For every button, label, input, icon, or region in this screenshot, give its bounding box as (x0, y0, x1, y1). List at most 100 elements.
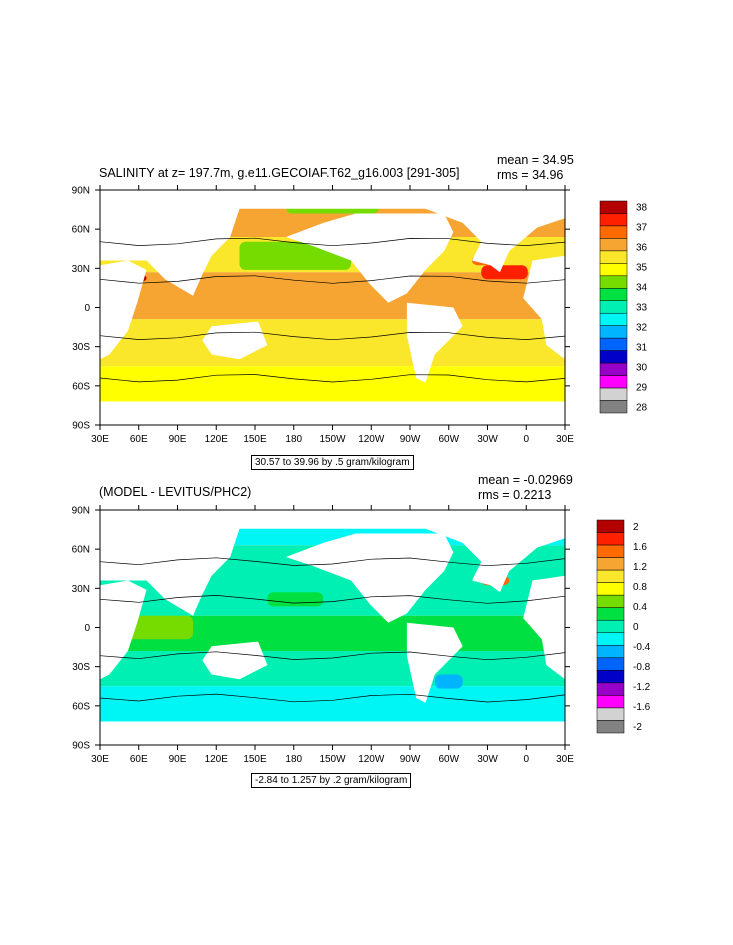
colorbar-swatch (599, 312, 628, 326)
land-mask (100, 510, 565, 616)
land-mask (286, 533, 454, 623)
x-tick-label: 30E (556, 754, 574, 765)
value-patch (434, 674, 463, 689)
colorbar-label: 33 (636, 303, 648, 314)
colorbar-swatch (599, 400, 628, 414)
colorbar-label: -0.4 (633, 642, 651, 653)
difference-title: (MODEL - LEVITUS/PHC2) (99, 485, 252, 499)
colorbar-label: 38 (636, 203, 648, 214)
colorbar-swatch (599, 225, 628, 239)
colorbar-swatch (596, 657, 625, 671)
colorbar-swatch (599, 362, 628, 376)
colorbar-label: 0.8 (633, 582, 647, 593)
x-tick-label: 120E (205, 434, 229, 445)
colorbar-swatch (599, 350, 628, 364)
colorbar-label: 30 (636, 362, 648, 373)
difference-contour-info: -2.84 to 1.257 by .2 gram/kilogram (251, 773, 412, 788)
x-tick-label: 60E (130, 434, 148, 445)
y-tick-label: 0 (84, 623, 90, 634)
colorbar-swatch (596, 682, 625, 696)
colorbar-swatch (596, 619, 625, 634)
contour-line (100, 693, 565, 703)
colorbar-swatch (596, 532, 625, 546)
land-mask (202, 321, 268, 360)
salinity-rms: rms = 34.96 (497, 168, 564, 182)
y-tick-label: 90N (72, 186, 90, 197)
land-mask (406, 302, 463, 383)
value-patch (267, 592, 324, 607)
colorbar-label: 35 (636, 263, 648, 274)
colorbar-label: 34 (636, 283, 648, 294)
salinity-map (100, 190, 565, 425)
y-tick-label: 30S (72, 342, 90, 353)
x-tick-label: 30E (556, 434, 574, 445)
y-tick-label: 30N (72, 264, 90, 275)
x-tick-label: 30W (477, 434, 498, 445)
contour-line (100, 651, 565, 661)
colorbar-swatch (596, 557, 625, 571)
colorbar-swatch (596, 695, 625, 709)
x-tick-label: 60W (438, 434, 459, 445)
y-tick-label: 60N (72, 225, 90, 236)
x-tick-label: 150W (319, 434, 346, 445)
colorbar-swatch (599, 337, 628, 351)
colorbar-label: -2 (633, 722, 642, 733)
land-mask (100, 260, 147, 360)
x-tick-label: 120E (205, 754, 229, 765)
colorbar-swatch (596, 645, 625, 659)
colorbar-swatch (596, 720, 625, 734)
land-mask (406, 622, 463, 703)
colorbar-swatch (596, 607, 625, 621)
land-mask (523, 255, 565, 360)
colorbar-swatch (599, 387, 628, 401)
land-mask (100, 190, 565, 296)
x-tick-label: 30E (91, 434, 109, 445)
x-tick-label: 30W (477, 754, 498, 765)
colorbar-swatch (599, 300, 628, 314)
contour-line (100, 557, 565, 567)
land-mask (523, 575, 565, 680)
colorbar-label: 0.4 (633, 602, 647, 613)
y-tick-label: 0 (84, 303, 90, 314)
colorbar-label: 2 (633, 522, 639, 533)
salinity-panel: SALINITY at z= 197.7m, g.e11.GECOIAF.T62… (0, 0, 733, 470)
colorbar-swatch (599, 250, 628, 264)
ocean-band (100, 319, 565, 367)
colorbar-label: -0.8 (633, 662, 651, 673)
contour-line (100, 237, 565, 247)
colorbar-label: 29 (636, 382, 648, 393)
x-tick-label: 90W (400, 754, 421, 765)
colorbar-swatch (599, 263, 628, 277)
colorbar-swatch (599, 375, 628, 389)
colorbar-swatch (596, 544, 625, 558)
x-tick-label: 150W (319, 754, 346, 765)
y-tick-label: 30N (72, 584, 90, 595)
x-tick-label: 120W (358, 754, 385, 765)
colorbar-label: 31 (636, 342, 648, 353)
colorbar-label: 36 (636, 243, 648, 254)
y-tick-label: 90N (72, 506, 90, 517)
x-tick-label: 60E (130, 754, 148, 765)
y-tick-label: 60S (72, 381, 90, 392)
y-tick-label: 90S (72, 741, 90, 752)
colorbar-swatch (599, 275, 628, 289)
value-patch (481, 265, 528, 280)
colorbar-label: 32 (636, 322, 648, 333)
x-tick-label: 90E (169, 434, 187, 445)
colorbar-swatch (599, 213, 628, 227)
land-mask (100, 721, 565, 745)
colorbar-swatch (596, 519, 625, 533)
colorbar-swatch (599, 238, 628, 252)
colorbar-swatch (596, 594, 625, 608)
colorbar-swatch (599, 288, 628, 302)
land-mask (286, 213, 454, 303)
colorbar-label: -1.6 (633, 702, 651, 713)
y-tick-label: 90S (72, 421, 90, 432)
colorbar-swatch (596, 569, 625, 583)
colorbar-swatch (596, 632, 625, 646)
land-mask (202, 641, 268, 680)
y-tick-label: 60N (72, 545, 90, 556)
land-mask (100, 401, 565, 425)
colorbar-label: 1.2 (633, 562, 647, 573)
